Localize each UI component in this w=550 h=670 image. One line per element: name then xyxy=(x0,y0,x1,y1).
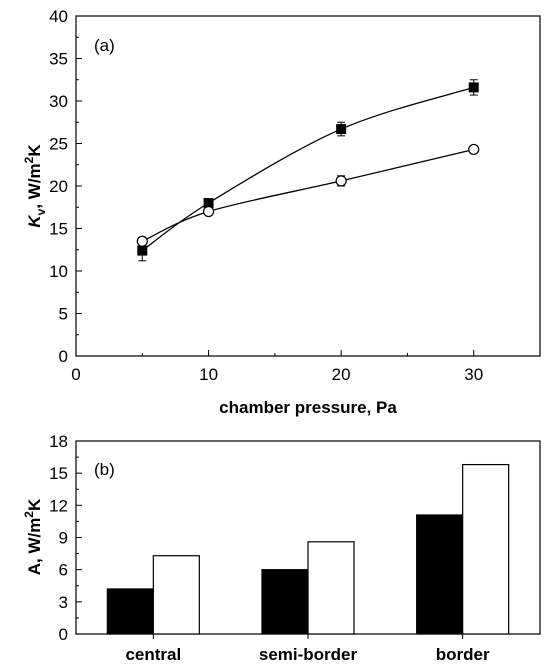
data-point-square xyxy=(137,245,148,256)
y-tick-label: 3 xyxy=(59,593,68,612)
b-y-label-main: A, W/m xyxy=(25,518,44,576)
x-category-label: border xyxy=(436,645,490,664)
y-tick-label: 9 xyxy=(59,529,68,548)
panel-b-ticks: central semi-border border 0 3 6 9 12 15 18 xyxy=(49,432,490,664)
panel-a-frame xyxy=(75,15,541,357)
b-y-label-end: K xyxy=(25,498,44,511)
y-tick-label: 18 xyxy=(49,432,68,451)
data-point-square xyxy=(468,82,479,93)
x-tick-label: 30 xyxy=(464,365,483,384)
panel-b-bar-chart: central semi-border border 0 3 6 9 12 15 18 (b) A… xyxy=(22,432,541,664)
bar-border-series-1 xyxy=(416,514,464,635)
y-tick-label: 0 xyxy=(59,347,68,366)
panel-a-line-chart: 0 10 20 30 0 5 10 15 20 25 30 35 40 (a) chamber pres… xyxy=(22,7,541,417)
fit-curve-series-2 xyxy=(142,148,474,242)
data-point-square xyxy=(336,124,347,135)
y-tick-label: 40 xyxy=(49,7,68,26)
y-label-units-end: K xyxy=(25,144,44,157)
y-tick-label: 10 xyxy=(49,262,68,281)
panel-a-y-axis-label: Kv, W/m2K xyxy=(22,144,48,228)
y-label-units: , W/m xyxy=(25,163,44,208)
data-point-circle xyxy=(468,143,480,156)
y-tick-label: 15 xyxy=(49,220,68,239)
y-tick-label: 6 xyxy=(59,561,68,580)
x-tick-label: 0 xyxy=(71,365,80,384)
bar-semi-border-series-1 xyxy=(261,569,309,635)
y-tick-label: 30 xyxy=(49,92,68,111)
panel-a-label: (a) xyxy=(94,36,115,55)
panel-b-label: (b) xyxy=(94,460,115,479)
y-tick-label: 0 xyxy=(59,625,68,644)
data-point-circle xyxy=(335,175,347,187)
panel-a-data-marks xyxy=(136,79,480,262)
x-tick-label: 10 xyxy=(199,365,218,384)
x-tick-label: 20 xyxy=(332,365,351,384)
y-label-subscript: v xyxy=(34,208,48,215)
x-category-label: central xyxy=(125,645,181,664)
y-tick-label: 35 xyxy=(49,50,68,69)
data-point-circle xyxy=(202,205,215,218)
b-y-label-superscript: 2 xyxy=(22,511,36,518)
fit-curve-series-1 xyxy=(141,86,474,252)
bar-central-series-2 xyxy=(152,555,200,635)
x-category-label: semi-border xyxy=(259,645,358,664)
y-tick-label: 5 xyxy=(59,305,68,324)
y-tick-label: 12 xyxy=(49,496,68,515)
panel-b-bars xyxy=(106,463,510,635)
y-label-superscript: 2 xyxy=(22,156,36,163)
bar-semi-border-series-2 xyxy=(307,541,355,635)
y-label-k: K xyxy=(25,214,44,228)
data-point-circle xyxy=(136,235,148,247)
bar-central-series-1 xyxy=(106,588,154,635)
y-tick-label: 20 xyxy=(49,177,68,196)
bar-border-series-2 xyxy=(462,463,510,635)
y-tick-label: 15 xyxy=(49,464,68,483)
panel-a-fit-curves xyxy=(141,86,474,252)
panel-a-ticks: 0 10 20 30 0 5 10 15 20 25 30 35 40 xyxy=(49,7,483,384)
panel-b-y-axis-label: A, W/m2K xyxy=(22,498,44,575)
panel-a-x-axis-label: chamber pressure, Pa xyxy=(219,398,397,417)
data-point-square xyxy=(203,198,214,208)
y-tick-label: 25 xyxy=(49,135,68,154)
